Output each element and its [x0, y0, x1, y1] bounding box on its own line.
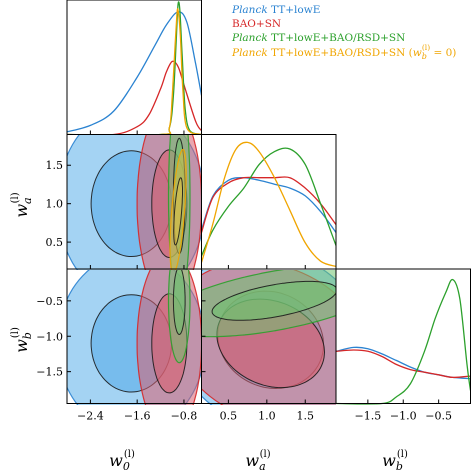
- marginal-w0_pdf-series-1: [67, 60, 202, 135]
- x-tick-label-0-0: −2.4: [77, 410, 104, 423]
- axis-ticks: −2.4 −1.6 −0.8 0.5 1.0 1.5 −1.5 −1.0 −0.5 0.5 1.0 1…: [36, 130, 452, 423]
- x-tick-label-b-1: −1.0: [390, 410, 417, 423]
- y-tick-label-a-1: 1.0: [46, 198, 64, 211]
- y-tick-label-a-2: 1.5: [46, 159, 64, 172]
- y-tick-label-a-0: 0.5: [46, 236, 64, 249]
- panel-frame-2-2: [335, 268, 471, 404]
- x-tick-label-a-2: 1.5: [297, 410, 315, 423]
- contour-wa_wb-series-2-inner: [211, 280, 336, 321]
- x-tick-label-b-2: −0.5: [425, 410, 452, 423]
- legend-entry-bao-sn: BAO+SN: [232, 18, 281, 30]
- marginal-panel-w_0^{(l)}: [67, 1, 202, 135]
- x-axis-label-wb: wb(l): [382, 449, 408, 473]
- x-tick-label-0-1: −1.6: [124, 410, 151, 423]
- marginal-wa_pdf-series-0: [202, 177, 336, 233]
- marginal-wb_pdf-series-2: [336, 278, 471, 405]
- y-axis-label-wb: wb(l): [10, 327, 34, 353]
- marginal-wb_pdf-series-0: [336, 346, 471, 380]
- marginal-wa_pdf-series-2: [202, 147, 336, 257]
- contour-w0_wa-series-3-inner: [173, 177, 183, 246]
- contour-panel-w0_wa: [67, 135, 202, 270]
- marginal-panel-w_b^{(l)}: [336, 278, 471, 405]
- plot-marks: [67, 1, 471, 405]
- x-tick-label-0-2: −0.8: [171, 410, 198, 423]
- y-tick-label-b-2: −0.5: [36, 295, 63, 308]
- x-tick-label-b-0: −1.5: [354, 410, 381, 423]
- marginal-wa_pdf-series-3: [202, 141, 336, 268]
- x-tick-label-a-1: 1.0: [258, 410, 276, 423]
- marginal-panel-w_a^{(l)}: [202, 141, 336, 268]
- legend-entry-planck-bao-rsd-sn-wb0: Planck TT+lowE+BAO/RSD+SN (wb(l) = 0): [231, 43, 456, 61]
- legend-entry-planck-bao-rsd-sn: Planck TT+lowE+BAO/RSD+SN: [231, 32, 405, 44]
- contour-panel-wa_wb: [202, 270, 336, 405]
- y-tick-label-b-1: −1.0: [36, 330, 63, 343]
- x-tick-label-a-0: 0.5: [220, 410, 238, 423]
- y-tick-label-b-0: −1.5: [36, 366, 63, 379]
- marginal-w0_pdf-series-3: [67, 8, 202, 135]
- legend: Planck TT+lowE BAO+SN Planck TT+lowE+BAO…: [231, 4, 456, 61]
- marginal-w0_pdf-series-0: [67, 11, 202, 133]
- contour-panel-w0_wb: [67, 270, 202, 405]
- marginal-wa_pdf-series-1: [202, 176, 336, 233]
- marginal-wb_pdf-series-1: [336, 349, 471, 379]
- contour-w0_wb-series-2-inner: [172, 270, 186, 336]
- legend-entry-planck-tt-lowe: Planck TT+lowE: [231, 4, 320, 16]
- x-axis-label-wa: wa(l): [245, 449, 270, 473]
- x-axis-label-w0: w0(l): [109, 449, 135, 473]
- y-axis-label-wa: wa(l): [10, 192, 34, 217]
